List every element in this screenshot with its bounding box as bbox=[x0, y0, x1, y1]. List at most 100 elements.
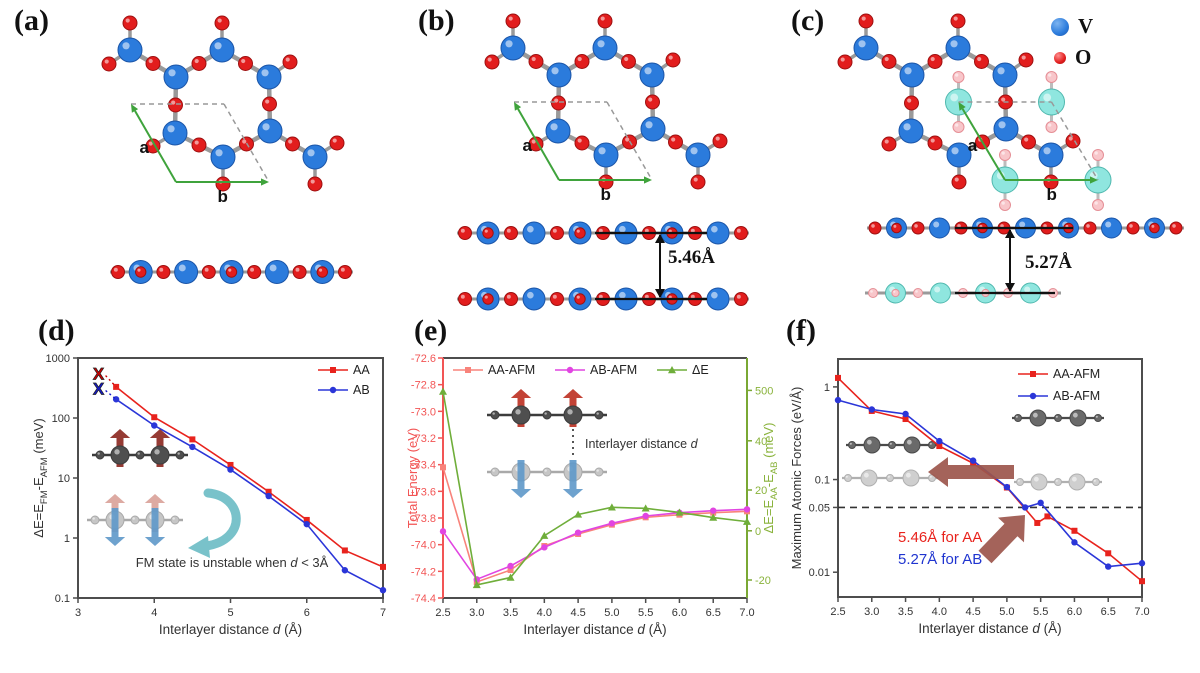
x-axis-label: Interlayer distance d (Å) bbox=[918, 621, 1061, 636]
axes: 2.5 3.0 3.5 4.0 4.5 5.0 5.5 6.0 6.5 7.0 -72.6 -72.8… bbox=[405, 353, 780, 637]
unit-cell: ab bbox=[958, 101, 1099, 204]
legend-label: AA-AFM bbox=[1053, 367, 1100, 381]
cell-vector-a-label: a bbox=[523, 136, 533, 155]
y-tick-right: -20 bbox=[755, 575, 771, 587]
y-tick-left: -74.4 bbox=[411, 593, 436, 605]
x-tick: 4.0 bbox=[537, 607, 552, 619]
o-atom-label: O bbox=[1075, 45, 1092, 69]
x-tick: 6.5 bbox=[1101, 606, 1116, 618]
y-tick: 0.1 bbox=[815, 475, 830, 487]
x-tick: 3.0 bbox=[864, 606, 879, 618]
chart-d: 3 4 5 6 7 1000 100 10 1 0.1 Interlayer distance d … bbox=[31, 353, 387, 637]
x-tick: 6.0 bbox=[1067, 606, 1082, 618]
legend-label: AB-AFM bbox=[590, 363, 637, 377]
relax-arrows bbox=[928, 457, 1025, 564]
y-tick: 1 bbox=[824, 382, 830, 394]
y-axis-label: ΔE=EFM-EAFM (meV) bbox=[31, 418, 50, 537]
molecule-chain bbox=[846, 436, 938, 454]
x-tick: 6.5 bbox=[706, 607, 721, 619]
x-tick: 5 bbox=[227, 607, 233, 619]
cell-vector-a-label: a bbox=[968, 136, 978, 155]
x-tick: 3.0 bbox=[469, 607, 484, 619]
annotation-aa: 5.46Å for AA bbox=[898, 529, 982, 546]
unit-cell: ab bbox=[131, 103, 270, 206]
y-tick-left: -73.6 bbox=[411, 486, 436, 498]
y-axis-label-left: Total Energy (eV) bbox=[405, 428, 420, 528]
lattice bbox=[837, 13, 1112, 211]
legend-ΔE: ΔE bbox=[657, 363, 709, 377]
y-tick-right: 40 bbox=[755, 436, 767, 448]
y-tick: 1 bbox=[64, 533, 70, 545]
cell-vector-a-label: a bbox=[140, 138, 150, 157]
spacing-label-c: 5.27Å bbox=[1025, 252, 1072, 273]
spacing-label-b: 5.46Å bbox=[668, 247, 715, 268]
legend-AB-AFM: AB-AFM bbox=[1018, 389, 1100, 403]
unstable-markers: XX bbox=[93, 364, 117, 400]
x-tick: 2.5 bbox=[830, 606, 845, 618]
x-tick: 5.0 bbox=[604, 607, 619, 619]
y-axis-label: Maximum Atomic Forces (eV/Å) bbox=[789, 387, 804, 570]
x-tick: 4.5 bbox=[965, 606, 980, 618]
legend: AA AB bbox=[318, 363, 370, 397]
legend-label: AA-AFM bbox=[488, 363, 535, 377]
y-tick-left: -73.0 bbox=[411, 406, 436, 418]
legend-label: AA bbox=[353, 363, 370, 377]
molecule-chain bbox=[1012, 409, 1104, 427]
structure-a-side-view bbox=[110, 260, 353, 284]
x-tick: 6 bbox=[304, 607, 310, 619]
inset-label: Interlayer distance d bbox=[585, 437, 699, 451]
panel-f-label: (f) bbox=[786, 314, 816, 347]
y-tick-left: -73.2 bbox=[411, 433, 436, 445]
y-tick-left: -74.0 bbox=[411, 540, 436, 552]
y-tick: 0.1 bbox=[55, 593, 70, 605]
spin-chain bbox=[487, 460, 607, 498]
chart-f: 2.5 3.0 3.5 4.0 4.5 5.0 5.5 6.0 6.5 7.0 1 0.1 0.05 0.… bbox=[789, 358, 1150, 636]
molecule-chain bbox=[1014, 473, 1102, 491]
side-row bbox=[110, 260, 353, 284]
spin-chain bbox=[92, 429, 188, 467]
atom-legend: V O bbox=[1051, 14, 1093, 70]
panel-d-label: (d) bbox=[38, 314, 75, 347]
spin-chain bbox=[87, 494, 183, 546]
legend-AA: AA bbox=[318, 363, 370, 377]
unit-cell: ab bbox=[514, 101, 653, 204]
unstable-x-marker: X bbox=[93, 365, 105, 384]
axes: 2.5 3.0 3.5 4.0 4.5 5.0 5.5 6.0 6.5 7.0 1 0.1 0.05 0.… bbox=[789, 358, 1150, 636]
flip-arrow bbox=[188, 488, 241, 558]
x-tick: 7.0 bbox=[1134, 606, 1149, 618]
y-tick: 0.05 bbox=[809, 502, 830, 514]
structure-b-top-view: ab bbox=[484, 13, 728, 204]
y-tick: 100 bbox=[52, 413, 70, 425]
y-tick-left: -73.8 bbox=[411, 513, 436, 525]
o-atom-swatch bbox=[1054, 51, 1066, 64]
x-tick: 4.0 bbox=[932, 606, 947, 618]
x-tick: 5.5 bbox=[638, 607, 653, 619]
legend-AA-AFM: AA-AFM bbox=[1018, 367, 1100, 381]
x-tick: 3.5 bbox=[503, 607, 518, 619]
lattice bbox=[484, 13, 728, 190]
x-axis-label: Interlayer distance d (Å) bbox=[523, 622, 666, 637]
y-tick-left: -72.8 bbox=[411, 380, 436, 392]
series-AB bbox=[112, 396, 387, 594]
unstable-x-marker: X bbox=[93, 380, 105, 399]
panel-b-label: (b) bbox=[418, 4, 455, 37]
panel-e-label: (e) bbox=[414, 314, 448, 347]
legend: AA-AFM AB-AFM bbox=[1018, 367, 1100, 403]
axes: 3 4 5 6 7 1000 100 10 1 0.1 Interlayer distance d … bbox=[31, 353, 386, 637]
panel-a-label: (a) bbox=[14, 4, 49, 37]
y-tick-left: -72.6 bbox=[411, 353, 436, 365]
annotation-fm-unstable: FM state is unstable when d < 3Å bbox=[136, 555, 329, 570]
legend-AA-AFM: AA-AFM bbox=[453, 363, 535, 377]
x-tick: 5.0 bbox=[999, 606, 1014, 618]
spin-chain bbox=[487, 389, 607, 427]
x-axis-label: Interlayer distance d (Å) bbox=[159, 622, 302, 637]
x-tick: 4.5 bbox=[570, 607, 585, 619]
series-AB-AFM bbox=[834, 396, 1146, 570]
annotation-ab: 5.27Å for AB bbox=[898, 551, 982, 568]
x-tick: 5.5 bbox=[1033, 606, 1048, 618]
structure-c-top-view: ab bbox=[837, 13, 1112, 211]
panel-c-label: (c) bbox=[791, 4, 825, 37]
y-tick-left: -74.2 bbox=[411, 566, 436, 578]
cell-vector-b-label: b bbox=[1047, 185, 1057, 204]
